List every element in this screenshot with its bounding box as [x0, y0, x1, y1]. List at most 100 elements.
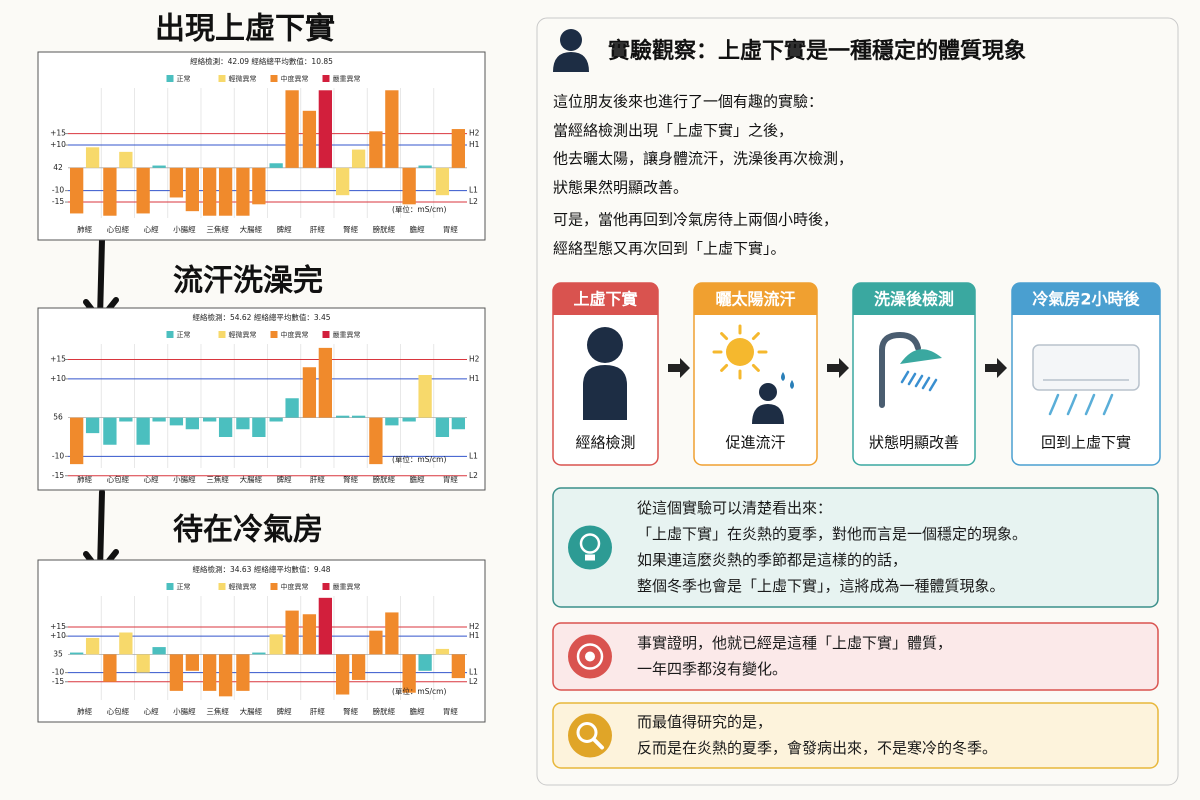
- callout: [552, 702, 1159, 769]
- x-tick-label: 膽經: [410, 224, 425, 234]
- legend-swatch: [218, 75, 226, 82]
- x-tick-label: 大腸經: [240, 474, 263, 484]
- legend-label: 嚴重異常: [333, 74, 361, 83]
- bar: [285, 398, 299, 418]
- bar: [103, 167, 117, 216]
- x-tick-label: 心包經: [107, 224, 130, 234]
- bar: [451, 417, 466, 430]
- bar: [418, 165, 432, 168]
- sweat-icon: [781, 372, 794, 389]
- bar: [269, 634, 283, 655]
- bar: [285, 90, 299, 168]
- x-tick-label: 心經: [144, 224, 159, 234]
- legend-swatch: [322, 75, 330, 82]
- ac-air: [1102, 393, 1114, 416]
- chart-title: 經絡檢測：54.62 經絡總平均數值：3.45: [192, 312, 330, 322]
- x-tick-label: 大腸經: [240, 706, 263, 716]
- bar: [369, 417, 383, 465]
- x-tick-label: 心包經: [107, 706, 130, 716]
- callout-icon: [568, 525, 612, 570]
- step-title: 洗澡後檢測: [874, 290, 954, 309]
- y-tick-label: +15: [50, 622, 66, 631]
- sun-ray: [751, 332, 760, 341]
- heading: 出現上虛下實: [155, 12, 335, 47]
- legend-swatch: [270, 331, 278, 338]
- target-glyph: [576, 643, 604, 670]
- y-tick-label: +10: [50, 140, 66, 149]
- y-tick-label: 35: [53, 649, 63, 658]
- step-header: [694, 283, 817, 315]
- bar: [351, 149, 366, 168]
- bar: [252, 417, 266, 437]
- person-icon: [759, 383, 777, 401]
- shower-icon: [879, 331, 921, 408]
- reference-label: L2: [469, 197, 478, 206]
- callout-line: 而最值得研究的是，: [637, 713, 772, 731]
- x-tick-label: 小腸經: [173, 224, 196, 234]
- bar: [152, 165, 166, 168]
- x-tick-label: 膀胱經: [373, 474, 396, 484]
- bar: [269, 417, 283, 422]
- bar: [285, 610, 299, 655]
- x-tick-label: 胃經: [443, 224, 458, 234]
- y-tick-label: -15: [52, 197, 64, 206]
- bar: [103, 654, 117, 682]
- intro-line: 可是，當他再回到冷氣房待上兩個小時後，: [553, 211, 838, 229]
- bar: [218, 654, 233, 697]
- bar: [69, 652, 84, 655]
- bar: [402, 167, 416, 205]
- x-tick-label: 大腸經: [240, 224, 263, 234]
- reference-label: H2: [469, 622, 480, 631]
- bar: [69, 417, 84, 465]
- ac-air: [1048, 393, 1060, 416]
- step-title: 曬太陽流汗: [715, 290, 795, 309]
- legend-label: 中度異常: [281, 74, 309, 83]
- bar: [85, 147, 100, 168]
- x-tick-label: 腎經: [343, 474, 358, 484]
- bar: [136, 167, 150, 214]
- bar: [169, 167, 184, 198]
- step-caption: 狀態明顯改善: [869, 434, 959, 452]
- callout-line: 如果連這麼炎熱的季節都是這樣的的話，: [637, 551, 907, 569]
- x-tick-label: 肝經: [310, 706, 325, 716]
- bar: [418, 654, 432, 671]
- bar: [169, 654, 184, 691]
- bar: [119, 151, 133, 168]
- bar: [252, 652, 266, 655]
- bar: [202, 167, 217, 216]
- x-tick-label: 心經: [144, 474, 159, 484]
- bar: [385, 612, 399, 655]
- x-tick-label: 腎經: [343, 706, 358, 716]
- y-tick-label: +15: [50, 355, 66, 364]
- person-icon: [752, 404, 784, 424]
- bar: [369, 630, 383, 655]
- person-icon: [587, 327, 623, 363]
- bulb-glyph: [579, 533, 601, 554]
- legend-label: 中度異常: [281, 330, 309, 339]
- legend-swatch: [218, 583, 226, 590]
- legend-label: 中度異常: [281, 582, 309, 591]
- x-tick-label: 小腸經: [173, 706, 196, 716]
- bar: [335, 654, 350, 695]
- legend-label: 正常: [177, 330, 191, 339]
- legend-swatch: [218, 331, 226, 338]
- bar: [385, 90, 399, 168]
- ac-air: [1084, 393, 1096, 416]
- water-drop: [914, 374, 924, 388]
- bar: [451, 129, 466, 168]
- legend-swatch: [270, 583, 278, 590]
- step-header: [553, 283, 658, 315]
- bar: [85, 637, 100, 655]
- y-tick-label: -10: [52, 668, 64, 677]
- x-tick-label: 肺經: [77, 706, 92, 716]
- sun-ray: [720, 363, 729, 372]
- bar: [302, 367, 317, 418]
- y-tick-label: +10: [50, 631, 66, 640]
- legend-label: 正常: [177, 582, 191, 591]
- step-title: 上虛下實: [573, 290, 637, 309]
- callout-icon: [568, 713, 612, 758]
- bar: [236, 654, 250, 691]
- intro-line: 這位朋友後來也進行了一個有趣的實驗：: [553, 93, 823, 111]
- bar: [69, 167, 84, 214]
